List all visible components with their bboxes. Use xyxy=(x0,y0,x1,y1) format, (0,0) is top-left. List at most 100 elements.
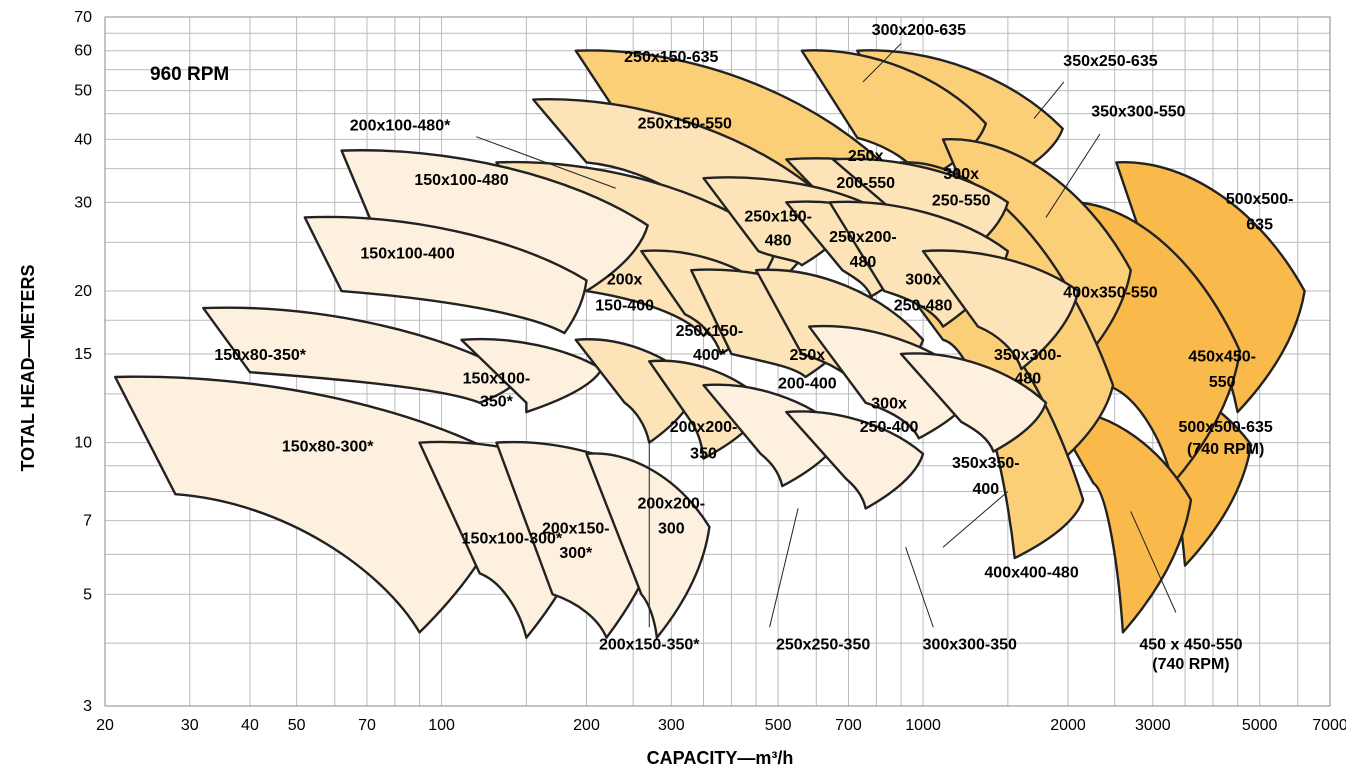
pump-regions xyxy=(114,49,1306,639)
leader-line xyxy=(1045,133,1101,218)
x-tick-label: 700 xyxy=(835,717,862,734)
region-label: 400x400-480 xyxy=(984,564,1078,581)
region-label: 200x xyxy=(607,272,643,289)
region-label: 200x200- xyxy=(637,496,705,513)
y-tick-label: 20 xyxy=(74,283,92,300)
region-label: 450 x 450-550 xyxy=(1139,637,1242,654)
leader-line xyxy=(476,136,616,189)
region-label: 350* xyxy=(480,393,514,410)
y-tick-label: 5 xyxy=(83,586,92,603)
x-tick-label: 5000 xyxy=(1242,717,1278,734)
speed-label: 960 RPM xyxy=(150,64,229,85)
region-label: 300x200-635 xyxy=(872,22,966,39)
region-label: 200x150- xyxy=(542,521,610,538)
region-label: 350x350- xyxy=(952,455,1020,472)
y-axis-title: TOTAL HEAD—METERS xyxy=(18,264,38,471)
leader-lines xyxy=(476,43,1177,628)
region-label: 150x80-300* xyxy=(282,439,374,456)
x-tick-label: 3000 xyxy=(1135,717,1171,734)
region-label: 400x350-550 xyxy=(1063,285,1157,302)
region-label: 300x xyxy=(905,272,941,289)
x-tick-label: 300 xyxy=(658,717,685,734)
region-label: 150x80-350* xyxy=(214,347,306,364)
region-label: 250-400 xyxy=(860,419,919,436)
region-label: 500x500- xyxy=(1226,191,1294,208)
region-300x300-350 xyxy=(785,410,925,510)
y-tick-label: 30 xyxy=(74,194,92,211)
region-150x100-400 xyxy=(303,215,588,335)
y-tick-label: 3 xyxy=(83,698,92,715)
x-tick-label: 500 xyxy=(765,717,792,734)
x-tick-label: 30 xyxy=(181,717,199,734)
region-label: 200-550 xyxy=(836,175,895,192)
region-label: 400* xyxy=(693,347,727,364)
leader-line xyxy=(942,491,1009,548)
region-label: (740 RPM) xyxy=(1152,656,1229,673)
region-label: 300x xyxy=(943,166,979,183)
region-label: 500x500-635 xyxy=(1178,419,1272,436)
region-label: 450x450- xyxy=(1188,348,1256,365)
region-450 x 450-550 (740 RPM) xyxy=(1050,408,1193,634)
x-tick-label: 200 xyxy=(573,717,600,734)
region-label: 250x150-550 xyxy=(638,116,732,133)
region-label: 480 xyxy=(1014,371,1041,388)
region-label: 250x xyxy=(848,148,884,165)
region-label: 250x150-635 xyxy=(624,49,718,66)
region-label: 350 xyxy=(690,446,717,463)
region-label: 200x150-350* xyxy=(599,637,700,654)
leader-line xyxy=(905,547,934,628)
region-label: 150x100-400 xyxy=(360,246,454,263)
region-label: 635 xyxy=(1246,216,1273,233)
region-label: 150x100-300* xyxy=(462,531,563,548)
region-label: 150x100- xyxy=(463,371,531,388)
region-label: 250-550 xyxy=(932,192,991,209)
leader-line xyxy=(769,508,799,628)
region-label: 350x300- xyxy=(994,347,1062,364)
x-tick-label: 2000 xyxy=(1050,717,1086,734)
x-tick-label: 40 xyxy=(241,717,259,734)
x-tick-label: 70 xyxy=(358,717,376,734)
region-label: 250x250-350 xyxy=(776,637,870,654)
region-label: 250x200- xyxy=(829,229,897,246)
region-200x200-300 xyxy=(585,452,711,639)
y-tick-label: 60 xyxy=(74,43,92,60)
x-tick-label: 20 xyxy=(96,717,114,734)
region-label: 150x100-480 xyxy=(414,172,508,189)
region-label: 200x200- xyxy=(670,419,738,436)
region-350x300-480 xyxy=(921,249,1080,371)
leader-line xyxy=(1033,81,1065,119)
region-label: 150-400 xyxy=(595,297,654,314)
leader-line xyxy=(862,43,902,83)
y-tick-label: 40 xyxy=(74,131,92,148)
region-label: 400 xyxy=(972,481,999,498)
x-tick-label: 100 xyxy=(428,717,455,734)
x-tick-label: 50 xyxy=(288,717,306,734)
region-label: 350x300-550 xyxy=(1091,104,1185,121)
region-label: 200x100-480* xyxy=(350,117,451,134)
y-tick-label: 15 xyxy=(74,346,92,363)
region-label: 300x xyxy=(871,395,907,412)
y-tick-label: 70 xyxy=(74,9,92,26)
region-label: 300* xyxy=(559,545,593,562)
region-label: 300 xyxy=(658,521,685,538)
axis-ticks: 20 30 40 50 70 100 200 300 500 700 1000 2000 3000 500… xyxy=(74,9,1346,734)
region-label: 480 xyxy=(850,254,877,271)
region-label: 250-480 xyxy=(894,297,953,314)
region-label: 550 xyxy=(1209,374,1236,391)
region-label: 480 xyxy=(765,233,792,250)
plot-frame xyxy=(104,16,1331,707)
x-tick-label: 1000 xyxy=(905,717,941,734)
region-label: 200-400 xyxy=(778,376,837,393)
region-label: 300x300-350 xyxy=(923,637,1017,654)
y-tick-label: 7 xyxy=(83,513,92,530)
region-label: 250x xyxy=(790,347,826,364)
region-label: 250x150- xyxy=(676,323,744,340)
region-label: 250x150- xyxy=(744,208,812,225)
leader-line xyxy=(1130,511,1177,613)
y-tick-label: 10 xyxy=(74,435,92,452)
region-labels: 150x80-300*150x100-300*200x150-300*200x2… xyxy=(214,22,1293,673)
x-tick-label: 7000 xyxy=(1312,717,1346,734)
region-label: 350x250-635 xyxy=(1063,53,1157,70)
x-axis-title: CAPACITY—m³/h xyxy=(647,748,794,768)
